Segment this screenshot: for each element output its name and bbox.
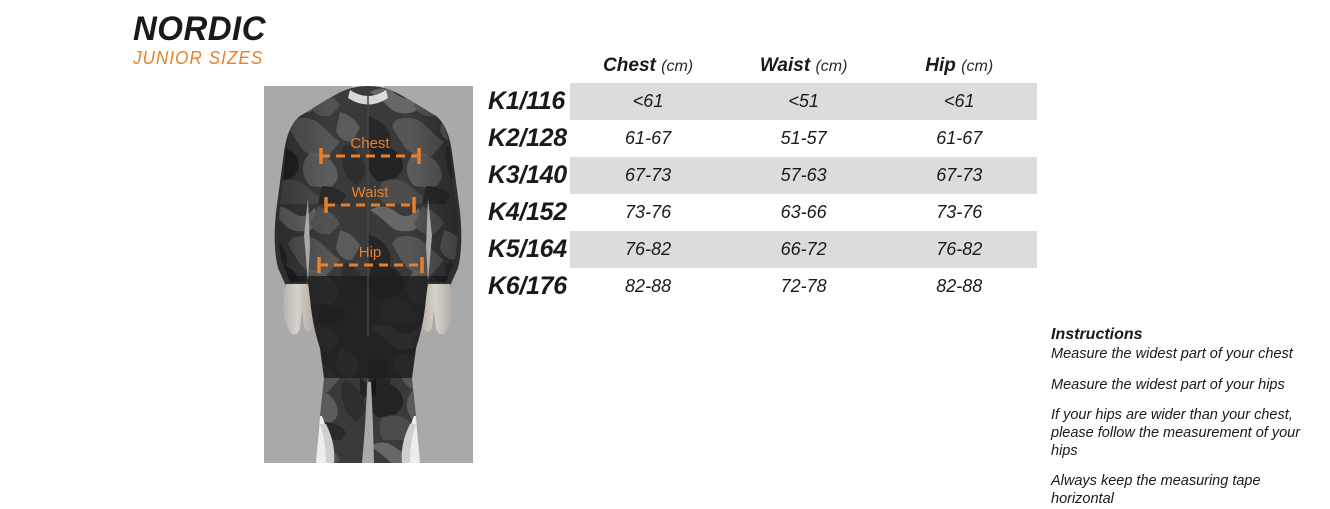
brand-name: NORDIC	[133, 10, 266, 48]
instruction-line-3: If your hips are wider than your chest,	[1051, 407, 1293, 424]
size-label: K3/140	[487, 157, 571, 194]
column-header-chest: Chest (cm)	[570, 55, 726, 83]
table-row: K3/140 67-73 57-63 67-73	[487, 157, 1037, 194]
size-label: K4/152	[487, 194, 571, 231]
table-row: K4/152 73-76 63-66 73-76	[487, 194, 1037, 231]
column-header-waist-unit: (cm)	[815, 58, 848, 75]
instruction-line-2: Measure the widest part of your hips	[1051, 376, 1285, 393]
column-header-hip-unit: (cm)	[961, 58, 994, 75]
size-chart-table: Chest (cm) Waist (cm) Hip (cm) K1/116 <6…	[487, 55, 1042, 305]
instruction-line-1: Measure the widest part of your chest	[1051, 346, 1293, 362]
waist-value: 51-57	[780, 128, 827, 148]
hip-value: <61	[881, 83, 1037, 120]
brand-logo: NORDIC JUNIOR SIZES	[133, 10, 373, 68]
chest-value: <61	[570, 83, 726, 120]
chest-label: Chest	[350, 135, 390, 152]
hip-value: 67-73	[881, 157, 1037, 194]
waist-value: 57-63	[725, 157, 882, 194]
table-body: K1/116 <61 <51 <61 K2/128 61-67 51-57 61…	[487, 83, 1037, 305]
body-figure-panel: Chest Waist Hip	[264, 86, 473, 463]
body-figure-illustration: Chest Waist Hip	[264, 86, 473, 463]
size-label: K5/164	[487, 231, 571, 268]
hip-label: Hip	[359, 244, 382, 261]
chest-value: 73-76	[625, 202, 672, 222]
waist-value: 66-72	[725, 231, 882, 268]
hip-measure-line	[317, 257, 424, 273]
hip-value: 61-67	[936, 128, 983, 148]
size-label: K2/128	[487, 120, 571, 157]
column-header-chest-unit: (cm)	[661, 58, 694, 75]
instruction-line-4: please follow the measurement of your hi…	[1051, 425, 1301, 459]
instruction-line-5: Always keep the measuring tape horizonta…	[1051, 473, 1261, 508]
column-header-waist-label: Waist	[759, 55, 811, 76]
measurements-table: Chest (cm) Waist (cm) Hip (cm) K1/116 <6…	[487, 55, 1037, 305]
chest-measure-line	[319, 148, 421, 164]
size-label: K1/116	[487, 83, 571, 120]
column-header-chest-label: Chest	[603, 55, 656, 76]
table-row: K1/116 <61 <51 <61	[487, 83, 1037, 120]
waist-value: <51	[725, 83, 882, 120]
column-header-size	[487, 55, 570, 83]
chest-value: 76-82	[570, 231, 726, 268]
instructions-title: Instructions	[1051, 326, 1143, 343]
chest-value: 61-67	[625, 128, 672, 148]
table-header: Chest (cm) Waist (cm) Hip (cm)	[487, 55, 1037, 83]
table-header-row: Chest (cm) Waist (cm) Hip (cm)	[487, 55, 1037, 83]
waist-label: Waist	[352, 184, 390, 201]
table-row: K2/128 61-67 51-57 61-67	[487, 120, 1037, 157]
table-row: K5/164 76-82 66-72 76-82	[487, 231, 1037, 268]
waist-value: 63-66	[780, 202, 827, 222]
table-row: K6/176 82-88 72-78 82-88	[487, 268, 1037, 305]
chest-value: 82-88	[625, 276, 672, 296]
brand-subtitle: JUNIOR SIZES	[133, 47, 264, 68]
column-header-waist: Waist (cm)	[726, 55, 882, 83]
chest-value: 67-73	[570, 157, 726, 194]
waist-value: 72-78	[780, 276, 827, 296]
instructions-block: Instructions Measure the widest part of …	[1051, 325, 1316, 509]
column-header-hip-label: Hip	[925, 55, 956, 76]
hip-value: 82-88	[936, 276, 983, 296]
size-label: K6/176	[487, 268, 571, 305]
hip-value: 76-82	[881, 231, 1037, 268]
waist-measure-line	[324, 197, 416, 213]
hip-value: 73-76	[936, 202, 983, 222]
column-header-hip: Hip (cm)	[881, 55, 1037, 83]
